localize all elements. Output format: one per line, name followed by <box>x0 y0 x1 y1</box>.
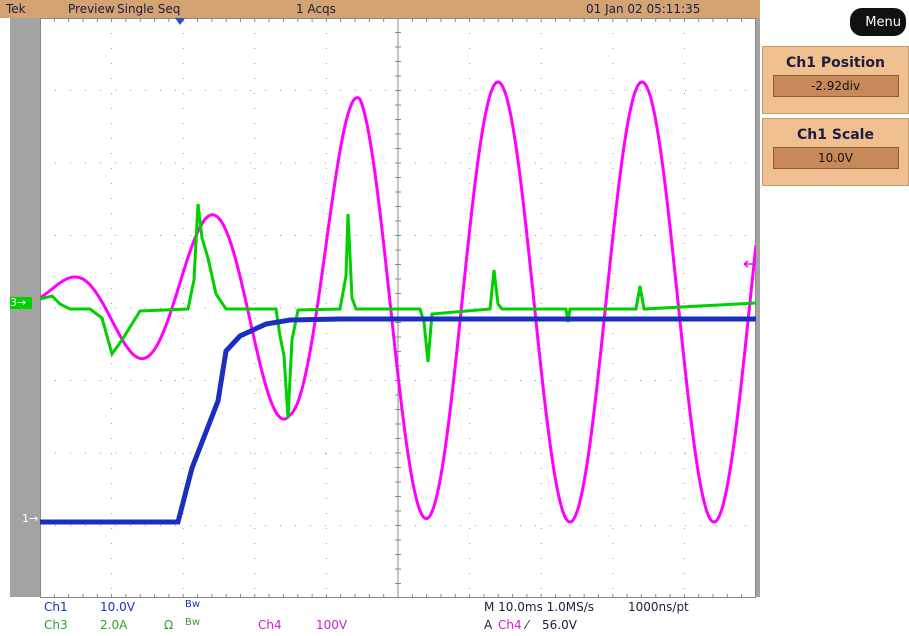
acqs-label: 1 Acqs <box>296 2 336 16</box>
brand-label: Tek <box>6 2 26 16</box>
trigger-position-marker <box>175 18 185 25</box>
ch1-scale-readout: 10.0V <box>100 600 135 614</box>
ch3-trace <box>40 203 756 419</box>
ch1-label: Ch1 <box>44 600 68 614</box>
waveform-plot <box>40 18 756 598</box>
ch1-position-panel[interactable]: Ch1 Position -2.92div <box>762 46 909 114</box>
datetime-label: 01 Jan 02 05:11:35 <box>586 2 701 16</box>
ch4-trace <box>40 80 756 524</box>
ch3-label: Ch3 <box>44 618 68 632</box>
trigger-slope-icon: ⁄ <box>526 618 529 632</box>
ch1-marker: 1→ <box>22 512 39 525</box>
menu-button[interactable]: Menu <box>850 8 906 36</box>
ch1-position-value[interactable]: -2.92div <box>772 75 899 97</box>
ch1-bw-indicator: Bw <box>185 599 201 610</box>
ch1-trace <box>40 316 756 525</box>
ch1-scale-panel[interactable]: Ch1 Scale 10.0V <box>762 118 909 186</box>
ch3-ohm-indicator: Ω <box>164 618 174 632</box>
ch4-scale-readout: 100V <box>316 618 348 632</box>
ch1-scale-value[interactable]: 10.0V <box>772 147 899 169</box>
graticule-frame <box>40 18 756 598</box>
mode-label: Preview <box>68 2 115 16</box>
ch4-offscreen-arrow-icon <box>743 260 754 268</box>
ch4-label: Ch4 <box>258 618 282 632</box>
ch3-scale-readout: 2.0A <box>100 618 128 632</box>
trigger-channel: Ch4 <box>498 618 522 632</box>
seq-label: Single Seq <box>117 2 181 16</box>
status-bar: Tek Preview Single Seq 1 Acqs 01 Jan 02 … <box>0 0 760 18</box>
ch3-marker: 3→ <box>10 297 32 309</box>
trigger-level-readout: 56.0V <box>542 618 577 632</box>
trigger-source-prefix: A <box>484 618 493 632</box>
ch1-scale-title: Ch1 Scale <box>797 127 874 143</box>
sample-interval-readout: 1000ns/pt <box>628 600 689 614</box>
ch3-bw-indicator: Bw <box>185 617 201 628</box>
ch1-position-title: Ch1 Position <box>786 55 885 71</box>
timebase-readout: M 10.0ms 1.0MS/s <box>484 600 594 614</box>
